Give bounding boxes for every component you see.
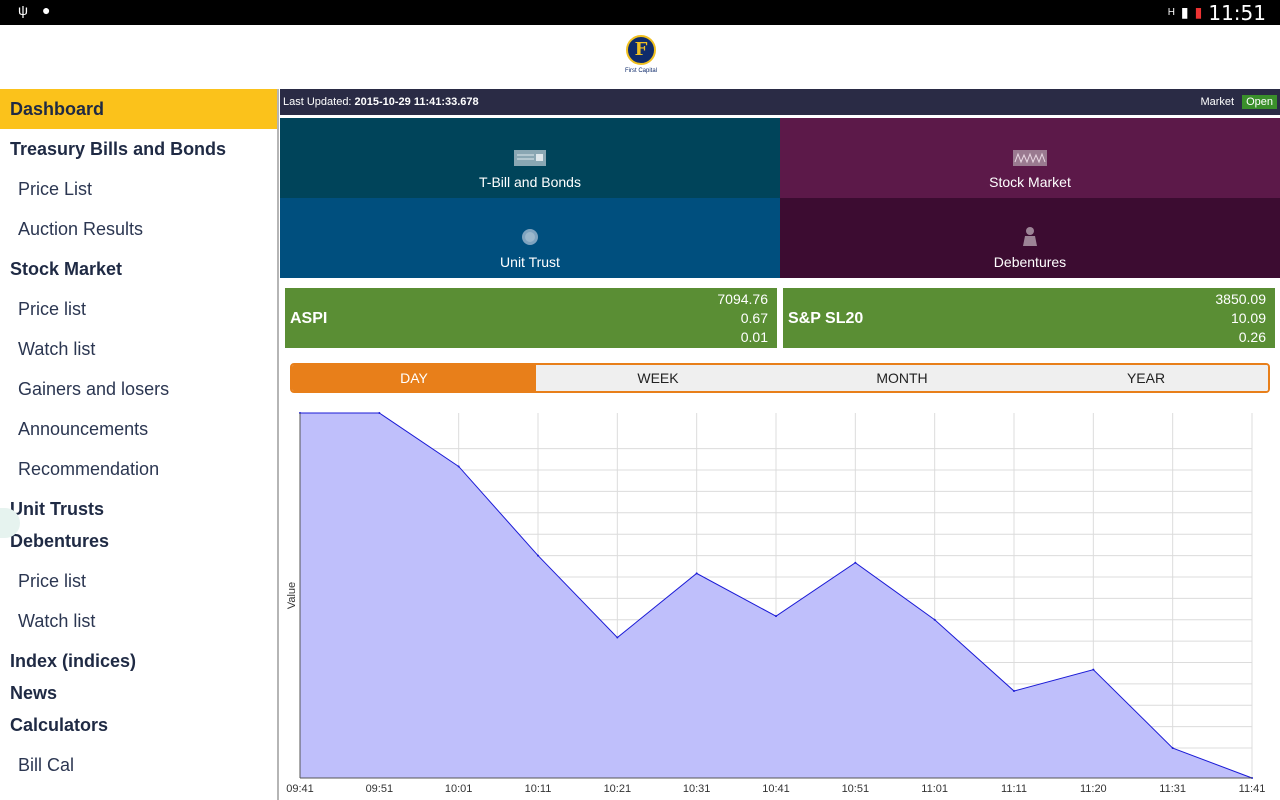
coin-icon [522,229,538,245]
x-tick-label: 11:01 [921,783,948,795]
data-point [933,618,936,621]
x-tick-label: 10:01 [445,783,473,795]
index-value: 7094.76 [717,291,768,307]
market-label: Market [1200,96,1235,108]
data-point [378,412,381,414]
tile-label: T-Bill and Bonds [479,174,581,190]
bill-icon [514,150,546,166]
index-change: 10.09 [1230,310,1266,326]
sidebar-section-stock-market[interactable]: Stock Market [10,259,123,279]
tile-stock-market[interactable]: Stock Market [780,118,1280,198]
sidebar-item-watch-list[interactable]: Watch list [18,339,96,359]
brand-logo[interactable]: F First Capital [620,35,662,74]
person-icon [1023,227,1037,246]
stock-chart-icon [1013,150,1047,166]
tab-month[interactable]: MONTH [780,365,1024,391]
index-name: S&P SL20 [788,310,864,327]
series-area [300,413,1252,778]
sidebar-section-index-indices[interactable]: Index (indices) [10,651,137,671]
x-tick-label: 11:41 [1239,783,1266,795]
tile-tbill-bonds[interactable]: T-Bill and Bonds [280,118,780,198]
period-tabs: DAY WEEK MONTH YEAR [290,363,1270,393]
index-percent: 0.26 [1238,329,1266,345]
sidebar-item-watch-list[interactable]: Watch list [18,611,96,631]
x-tick-label: 10:31 [683,783,711,795]
index-name: ASPI [290,310,328,327]
app-header: F First Capital [0,25,1280,89]
sidebar-item-gainers-and-losers[interactable]: Gainers and losers [18,379,170,399]
data-point [695,572,698,575]
x-tick-label: 09:41 [286,783,314,795]
logo-icon: F [626,35,656,65]
data-point [854,561,857,564]
dashboard-tiles: T-Bill and Bonds Stock Market Unit Trust… [280,118,1280,278]
spacer [0,161,277,169]
x-tick-label: 11:11 [1001,783,1027,795]
sidebar-section-treasury-bills-and-bonds[interactable]: Treasury Bills and Bonds [10,139,227,159]
last-updated-value: 2015-10-29 11:41:33.678 [354,96,479,108]
status-info-bar: Last Updated: 2015-10-29 11:41:33.678 Ma… [280,89,1280,115]
tab-day[interactable]: DAY [292,365,536,391]
drawer-edge-handle[interactable] [0,508,20,538]
index-card-aspi[interactable]: ASPI 7094.76 0.67 0.01 [285,288,777,348]
signal-icon: ▮ [1180,4,1189,20]
y-axis-label: Value [286,582,298,609]
index-value: 3850.09 [1215,291,1266,307]
data-point [457,465,460,468]
data-point [775,615,777,618]
last-updated-label: Last Updated: [283,96,352,108]
sidebar-section-news[interactable]: News [10,683,58,703]
navigation-drawer: Dashboard Treasury Bills and Bonds Price L… [0,89,279,800]
index-summary: ASPI 7094.76 0.67 0.01 S&P SL20 3850.09 … [285,288,1275,348]
sidebar-item-price-list[interactable]: Price list [18,571,87,591]
data-point [1171,747,1174,750]
tile-label: Stock Market [989,174,1071,190]
spacer [0,737,277,745]
x-tick-label: 11:31 [1159,783,1186,795]
tile-debentures[interactable]: Debentures [780,198,1280,278]
sidebar-section-dashboard[interactable]: Dashboard [0,89,277,129]
usb-icon: ψ [18,2,28,18]
data-point [1013,690,1015,693]
status-bar: ψ ● H ▮ ▮ 11:51 [0,0,1280,25]
dashboard-main: Last Updated: 2015-10-29 11:41:33.678 Ma… [280,89,1280,800]
index-change: 0.67 [740,310,768,326]
x-tick-label: 11:20 [1080,783,1107,795]
x-tick-label: 10:41 [762,783,790,795]
tile-unit-trust[interactable]: Unit Trust [280,198,780,278]
battery-icon: ▮ [1194,4,1203,20]
x-tick-label: 10:51 [842,783,870,795]
chat-icon: ● [41,2,51,18]
x-tick-label: 10:11 [525,783,552,795]
hspa-icon: H [1167,7,1175,18]
sidebar-section-calculators[interactable]: Calculators [10,715,109,735]
sidebar-item-bill-cal[interactable]: Bill Cal [18,755,75,775]
tab-year[interactable]: YEAR [1024,365,1268,391]
tab-week[interactable]: WEEK [536,365,780,391]
clock: 11:51 [1208,0,1266,25]
market-status-badge: Open [1242,95,1277,109]
sidebar-item-price-list[interactable]: Price list [18,299,87,319]
logo-text: First Capital [624,68,657,74]
spacer [0,281,277,289]
tile-label: Debentures [993,254,1067,270]
x-tick-label: 10:21 [604,783,632,795]
index-area-chart: 7104.07103.47102.87102.27101.67101.07100… [286,412,1266,795]
sidebar-section-unit-trusts[interactable]: Unit Trusts [10,499,105,519]
index-percent: 0.01 [740,329,768,345]
sidebar-section-debentures[interactable]: Debentures [10,531,110,551]
data-point [537,554,539,557]
spacer [0,553,277,561]
sidebar-item-recommendation[interactable]: Recommendation [18,459,160,479]
x-tick-label: 09:51 [366,783,394,795]
data-point [616,636,619,639]
sidebar-item-announcements[interactable]: Announcements [18,419,149,439]
index-card-sp-sl20[interactable]: S&P SL20 3850.09 10.09 0.26 [783,288,1275,348]
sidebar-item-auction-results[interactable]: Auction Results [18,219,144,239]
data-point [1092,668,1095,671]
tile-label: Unit Trust [500,254,560,270]
sidebar-item-price-list[interactable]: Price List [18,179,93,199]
